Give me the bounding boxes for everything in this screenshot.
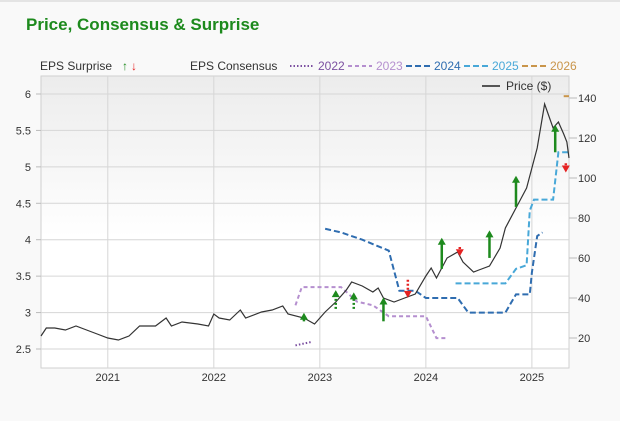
surprise-up-arrow-icon — [437, 237, 446, 245]
surprise-up-arrow-icon — [379, 297, 388, 305]
surprise-up-arrow-icon: ↑ — [122, 59, 128, 73]
chart-title: Price, Consensus & Surprise — [26, 15, 260, 34]
legend-year-2023: 2023 — [376, 59, 403, 73]
y-left-tick-label: 4.5 — [16, 198, 31, 210]
y-left-tick-label: 6 — [25, 89, 31, 101]
legend-eps-surprise-label: EPS Surprise — [40, 59, 113, 73]
legend-year-2025: 2025 — [492, 59, 519, 73]
y-left-tick-label: 3 — [25, 308, 31, 320]
consensus-line-2024 — [324, 227, 544, 314]
y-right-tick-label: 20 — [578, 333, 590, 345]
x-tick-label: 2022 — [202, 372, 226, 384]
plot-area — [40, 75, 570, 369]
y-right-tick-label: 60 — [578, 253, 590, 265]
x-tick-label: 2023 — [308, 372, 332, 384]
consensus-line-2025 — [455, 151, 569, 285]
legend-year-2022: 2022 — [318, 59, 345, 73]
consensus-line-2022 — [295, 340, 313, 347]
y-right-tick-label: 40 — [578, 293, 590, 305]
consensus-line-2023 — [294, 286, 448, 340]
surprise-up-arrow-icon — [349, 292, 358, 300]
legend-price-label: Price ($) — [506, 79, 551, 93]
surprise-down-arrow-icon — [455, 249, 464, 257]
surprise-up-arrow-icon — [485, 230, 494, 238]
surprise-down-arrow-icon — [403, 290, 412, 298]
y-left-tick-label: 5.5 — [16, 125, 31, 137]
y-right-tick-label: 80 — [578, 213, 590, 225]
y-right-tick-label: 140 — [578, 93, 596, 105]
surprise-up-arrow-icon — [299, 312, 308, 320]
top-border — [0, 0, 620, 2]
legend: EPS Surprise ↑ ↓ EPS Consensus — [0, 59, 620, 75]
price-line — [40, 101, 570, 341]
surprise-up-arrow-icon — [511, 175, 520, 183]
y-left-tick-label: 4 — [25, 235, 31, 247]
surprise-down-arrow-icon — [561, 165, 570, 173]
legend-eps-consensus-label: EPS Consensus — [190, 59, 278, 73]
y-right-tick-label: 100 — [578, 173, 596, 185]
x-tick-label: 2024 — [414, 372, 438, 384]
surprise-up-arrow-icon — [331, 290, 340, 298]
x-tick-label: 2025 — [520, 372, 544, 384]
y-left-tick-label: 2.5 — [16, 344, 31, 356]
surprise-up-arrow-icon — [551, 124, 560, 132]
y-left-tick-label: 3.5 — [16, 271, 31, 283]
surprise-down-arrow-icon: ↓ — [131, 59, 137, 73]
y-right-tick-label: 120 — [578, 133, 596, 145]
legend-year-2024: 2024 — [434, 59, 461, 73]
x-tick-label: 2021 — [96, 372, 120, 384]
y-left-tick-label: 5 — [25, 162, 31, 174]
legend-year-2026: 2026 — [550, 59, 577, 73]
